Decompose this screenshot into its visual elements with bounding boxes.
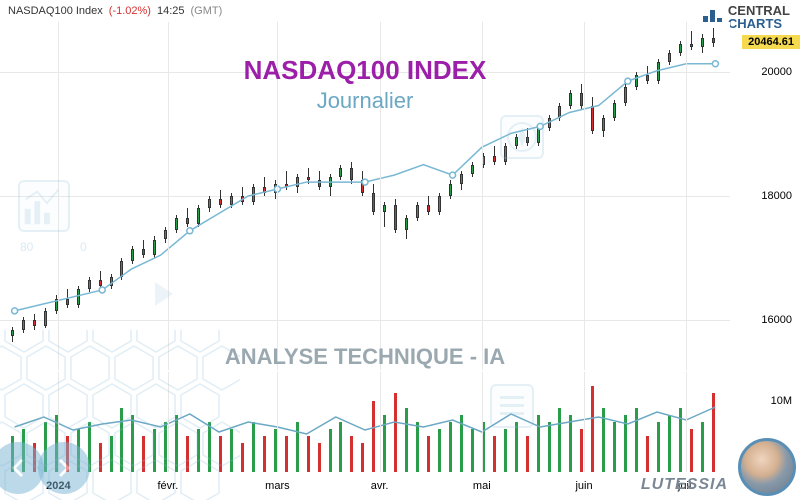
- volume-bar: [613, 422, 616, 472]
- volume-bar: [690, 429, 693, 472]
- volume-bar: [646, 436, 649, 472]
- volume-bar: [504, 429, 507, 472]
- volume-bar: [307, 436, 310, 472]
- overlay-analysis-text: ANALYSE TECHNIQUE - IA: [0, 344, 730, 370]
- nav-next-button[interactable]: [38, 442, 90, 494]
- volume-bar: [712, 393, 715, 472]
- volume-bar: [296, 422, 299, 472]
- volume-bar: [526, 436, 529, 472]
- price-y-axis: 16000 18000 20000: [732, 22, 800, 370]
- volume-bar: [569, 415, 572, 472]
- overlay-title: NASDAQ100 INDEX: [0, 55, 730, 86]
- volume-bar: [548, 422, 551, 472]
- volume-bar: [252, 422, 255, 472]
- gridline-v: [277, 372, 278, 472]
- gridline-v: [380, 372, 381, 472]
- volume-bar: [416, 422, 419, 472]
- volume-bar: [427, 436, 430, 472]
- avatar-icon[interactable]: [738, 438, 796, 496]
- x-tick-label: mai: [473, 480, 491, 492]
- volume-bar: [394, 393, 397, 472]
- volume-bar: [657, 422, 660, 472]
- volume-bar: [668, 415, 671, 472]
- volume-bar: [438, 429, 441, 472]
- volume-bar: [449, 422, 452, 472]
- volume-bar: [537, 415, 540, 472]
- gridline-v: [686, 372, 687, 472]
- volume-bar: [339, 422, 342, 472]
- volume-bar: [285, 436, 288, 472]
- chart-header: NASDAQ100 Index (-1.02%) 14:25 (GMT): [0, 0, 800, 22]
- change-percent: (-1.02%): [109, 5, 151, 17]
- watermark-compass-icon: [500, 115, 544, 159]
- volume-bar: [274, 429, 277, 472]
- gridline: [0, 196, 730, 197]
- volume-bar: [460, 415, 463, 472]
- current-price-tag: 20464.61: [742, 35, 800, 49]
- watermark-rsi-left: 80: [20, 240, 33, 254]
- volume-bar: [580, 429, 583, 472]
- volume-tick-label: 10M: [771, 395, 792, 407]
- y-tick-label: 16000: [761, 314, 792, 326]
- gridline-v: [482, 372, 483, 472]
- volume-bar: [471, 429, 474, 472]
- volume-bar: [361, 443, 364, 472]
- volume-bar: [701, 422, 704, 472]
- volume-bar: [405, 408, 408, 472]
- overlay-subtitle: Journalier: [0, 88, 730, 114]
- volume-bar: [591, 386, 594, 472]
- y-tick-label: 18000: [761, 190, 792, 202]
- symbol-name: NASDAQ100 Index: [8, 5, 103, 17]
- volume-bar: [241, 443, 244, 472]
- volume-bar: [493, 436, 496, 472]
- gridline-v: [584, 372, 585, 472]
- volume-bar: [679, 408, 682, 472]
- lutessia-brand: LUTESSIA: [641, 476, 728, 494]
- watermark-list-icon: [490, 384, 534, 428]
- volume-bar: [372, 401, 375, 472]
- watermark-arrow-icon: [115, 270, 175, 318]
- volume-bar: [624, 415, 627, 472]
- x-tick-label: mars: [265, 480, 289, 492]
- volume-bar: [635, 408, 638, 472]
- time: 14:25: [157, 5, 185, 17]
- volume-bar: [602, 408, 605, 472]
- watermark-rsi-icon: [18, 180, 70, 232]
- volume-bar: [558, 408, 561, 472]
- y-tick-label: 20000: [761, 66, 792, 78]
- volume-bar: [350, 436, 353, 472]
- timezone: (GMT): [191, 5, 223, 17]
- volume-bar: [318, 443, 321, 472]
- x-tick-label: juin: [575, 480, 592, 492]
- volume-bar: [383, 415, 386, 472]
- watermark-rsi-right: 0: [80, 240, 87, 254]
- volume-bar: [329, 429, 332, 472]
- gridline: [0, 320, 730, 321]
- volume-bar: [263, 436, 266, 472]
- x-tick-label: avr.: [371, 480, 389, 492]
